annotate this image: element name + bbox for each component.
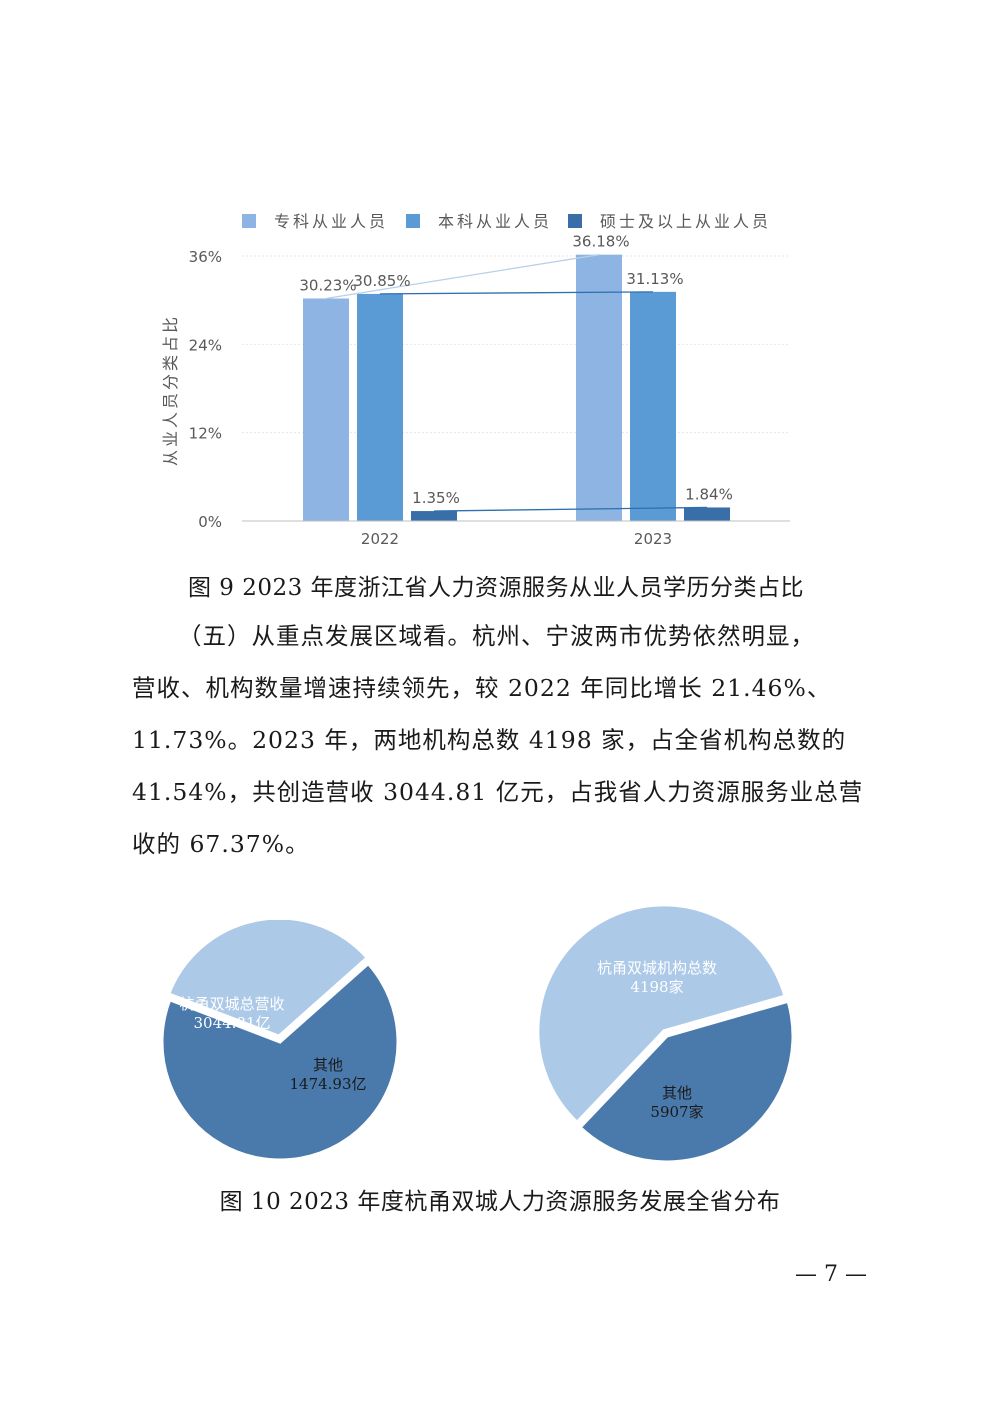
x-tick-label: 2022 [361,530,399,548]
chart-data-labels: 30.23%30.85% 1.35% 36.18% 31.13% 1.84% [299,233,732,507]
x-tick-label: 2023 [634,530,672,548]
y-tick-label: 24% [189,336,222,354]
trend-line-3 [433,506,708,512]
pie-slice-2 [536,903,787,1125]
bar-2023-1 [576,254,622,522]
pie-slice-value-1: 4198家 [630,978,683,996]
y-tick-label: 12% [189,425,222,443]
x-axis-ticks: 2022 2023 [361,530,672,548]
data-label-2022-3: 1.35% [412,489,460,507]
bar-2022-3 [411,511,457,521]
pie-slice-2 [166,920,370,1038]
legend-swatch-3 [568,214,582,228]
paragraph-line-1: （五）从重点发展区域看。杭州、宁波两市优势依然明显， [178,622,815,650]
y-tick-label: 0% [198,513,222,531]
figure-10-caption: 图 10 2023 年度杭甬双城人力资源服务发展全省分布 [219,1189,781,1215]
pie-slice-1 [578,999,795,1164]
data-label-2022-2: 30.85% [353,272,410,290]
data-label-2023-1: 36.18% [572,233,629,251]
pie-slice-label-1: 杭甬双城机构总数 [597,959,717,977]
legend-swatch-2 [406,214,420,228]
education-bar-chart: 专科从业人员 本科从业人员 硕士及以上从业人员 0% 12% 24% 36% 从业人员分类… [161,212,790,548]
bar-2022-1 [303,298,349,521]
page-number: — 7 — [795,1262,867,1287]
data-label-2022-1: 30.23% [299,276,356,294]
data-label-2023-3: 1.84% [685,485,733,503]
legend-label-3: 硕士及以上从业人员 [600,212,771,231]
paragraph-line-5: 收的 67.37%。 [132,830,310,858]
paragraph-line-2: 营收、机构数量增速持续领先，较 2022 年同比增长 21.46%、 [132,674,832,702]
pie-slice-value-1: 3044.81亿 [193,1014,270,1032]
chart-bars [303,254,730,522]
pie-slice-label-2: 其他 [662,1084,692,1102]
y-tick-label: 36% [189,248,222,266]
bar-2022-2 [357,293,403,521]
chart-trend-lines [325,254,708,512]
chart-legend: 专科从业人员 本科从业人员 硕士及以上从业人员 [242,212,771,231]
legend-label-2: 本科从业人员 [438,212,552,231]
figure-9-caption: 图 9 2023 年度浙江省人力资源服务从业人员学历分类占比 [187,575,805,601]
pie-slice-label-1: 杭甬双城总营收 [179,995,284,1013]
pie-slice-label-2: 其他 [313,1056,343,1074]
legend-swatch-1 [242,214,256,228]
pie-slice-value-2: 1474.93亿 [289,1075,366,1093]
pie-slice-1 [160,961,400,1162]
pie-slice-value-2: 5907家 [650,1103,703,1121]
chart-grid [242,255,790,434]
bar-2023-2 [630,291,676,521]
y-axis-ticks: 0% 12% 24% 36% [189,248,222,531]
paragraph-line-4: 41.54%，共创造营收 3044.81 亿元，占我省人力资源服务业总营 [132,778,864,806]
paragraph-line-3: 11.73%。2023 年，两地机构总数 4198 家，占全省机构总数的 [132,726,847,754]
data-label-2023-2: 31.13% [626,270,683,288]
legend-label-1: 专科从业人员 [274,212,388,231]
trend-line-1 [325,254,600,300]
bar-2023-3 [684,507,730,521]
trend-line-2 [379,291,654,295]
y-axis-title: 从业人员分类占比 [161,314,180,466]
